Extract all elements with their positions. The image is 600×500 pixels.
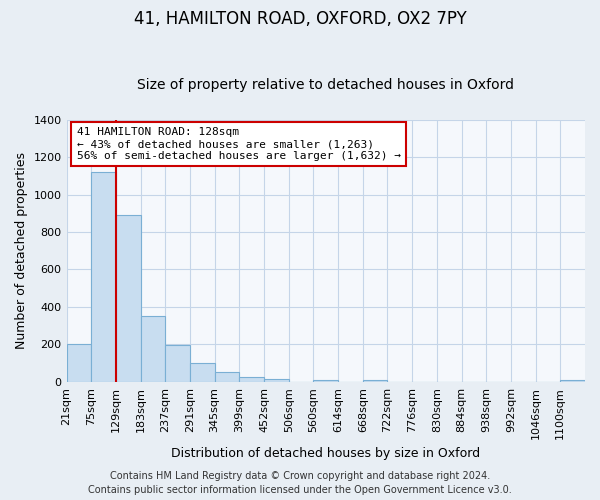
Bar bbox=[560, 380, 585, 382]
Bar bbox=[91, 172, 116, 382]
Bar bbox=[264, 379, 289, 382]
Text: 41, HAMILTON ROAD, OXFORD, OX2 7PY: 41, HAMILTON ROAD, OXFORD, OX2 7PY bbox=[134, 10, 466, 28]
Bar bbox=[363, 380, 388, 382]
Bar bbox=[67, 344, 91, 382]
Bar bbox=[215, 372, 239, 382]
Text: 41 HAMILTON ROAD: 128sqm
← 43% of detached houses are smaller (1,263)
56% of sem: 41 HAMILTON ROAD: 128sqm ← 43% of detach… bbox=[77, 128, 401, 160]
Text: Contains HM Land Registry data © Crown copyright and database right 2024.
Contai: Contains HM Land Registry data © Crown c… bbox=[88, 471, 512, 495]
Y-axis label: Number of detached properties: Number of detached properties bbox=[15, 152, 28, 349]
Title: Size of property relative to detached houses in Oxford: Size of property relative to detached ho… bbox=[137, 78, 514, 92]
X-axis label: Distribution of detached houses by size in Oxford: Distribution of detached houses by size … bbox=[171, 447, 481, 460]
Bar bbox=[140, 316, 165, 382]
Bar bbox=[116, 215, 140, 382]
Bar bbox=[313, 380, 338, 382]
Bar bbox=[190, 363, 215, 382]
Bar bbox=[239, 377, 264, 382]
Bar bbox=[165, 346, 190, 382]
